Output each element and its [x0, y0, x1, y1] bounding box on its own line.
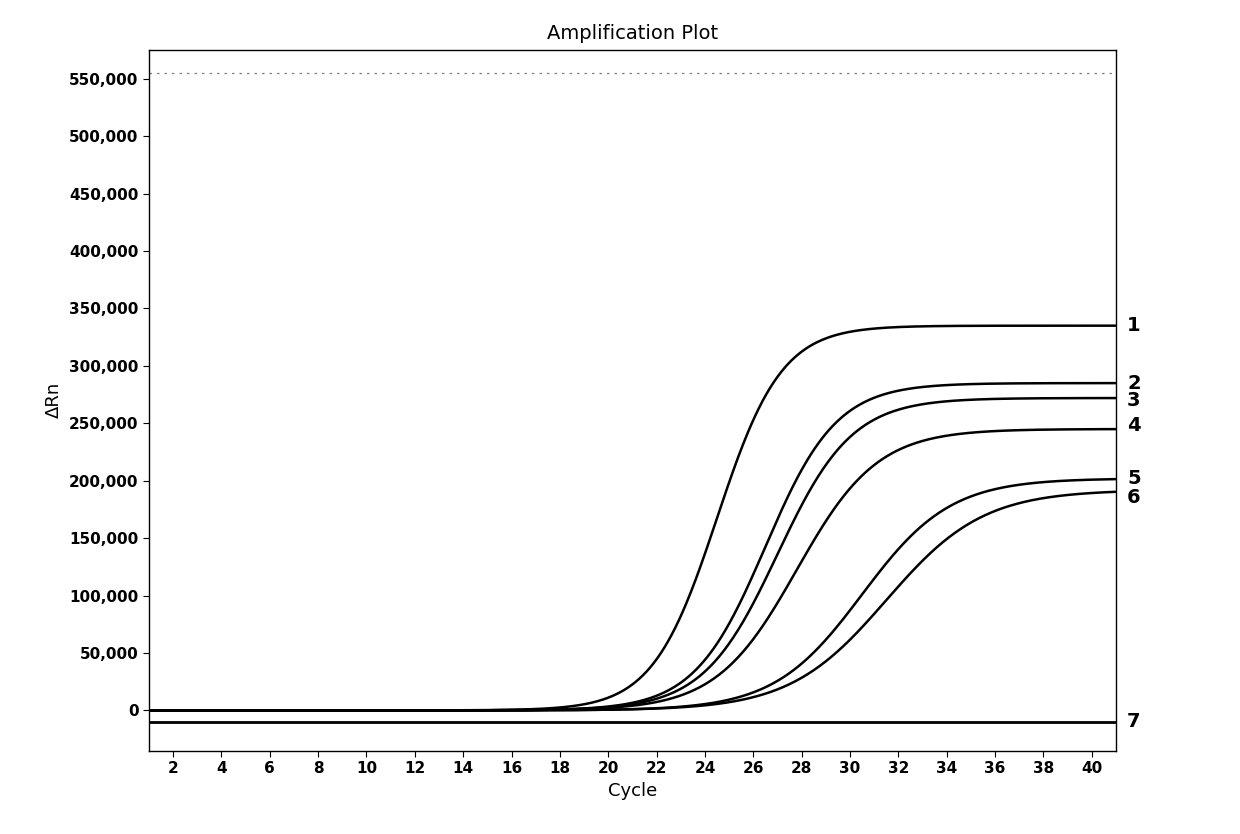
- Text: 7: 7: [1127, 712, 1141, 731]
- Text: 3: 3: [1127, 391, 1141, 409]
- Text: 2: 2: [1127, 374, 1141, 393]
- Title: Amplification Plot: Amplification Plot: [547, 24, 718, 43]
- X-axis label: Cycle: Cycle: [608, 781, 657, 800]
- Text: 4: 4: [1127, 416, 1141, 435]
- Text: 1: 1: [1127, 316, 1141, 335]
- Text: 5: 5: [1127, 469, 1141, 488]
- Text: 6: 6: [1127, 489, 1141, 507]
- Y-axis label: ΔRn: ΔRn: [46, 382, 63, 419]
